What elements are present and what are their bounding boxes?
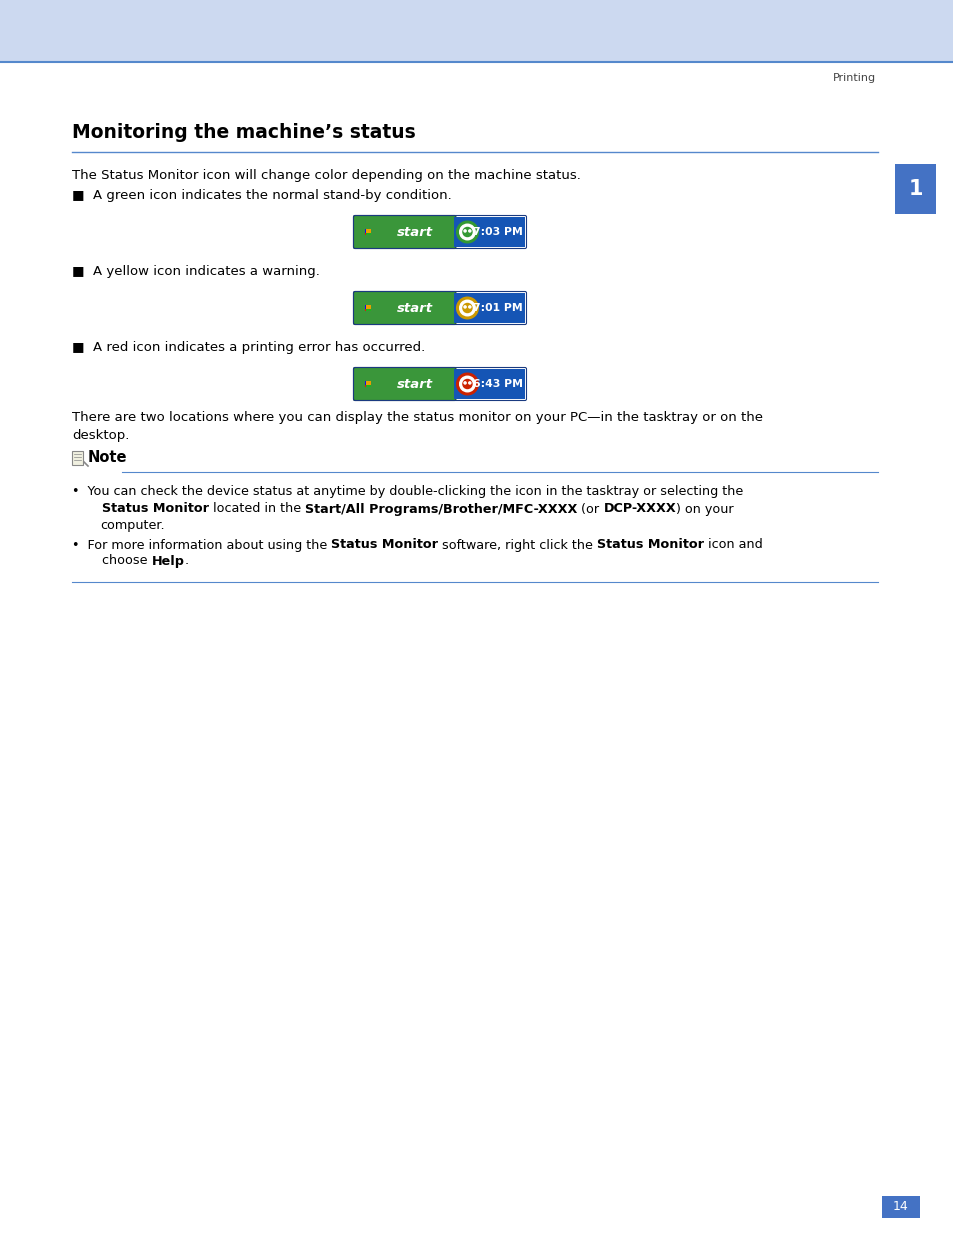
Text: .: . (184, 555, 189, 568)
Text: Monitoring the machine’s status: Monitoring the machine’s status (71, 122, 416, 142)
Bar (882, 1195, 919, 1218)
Text: 7:03 PM: 7:03 PM (473, 227, 522, 237)
Circle shape (456, 373, 477, 395)
FancyBboxPatch shape (354, 215, 456, 248)
Text: •  You can check the device status at anytime by double-clicking the icon in the: • You can check the device status at any… (71, 484, 742, 498)
Bar (366, 305, 371, 310)
Text: start: start (396, 378, 433, 390)
Text: Status Monitor: Status Monitor (597, 538, 703, 552)
Text: Status Monitor: Status Monitor (102, 503, 209, 515)
Bar (366, 228, 371, 233)
Bar (364, 305, 369, 310)
Text: ■  A yellow icon indicates a warning.: ■ A yellow icon indicates a warning. (71, 266, 319, 279)
Circle shape (456, 298, 477, 319)
Text: 14: 14 (892, 1200, 908, 1214)
Text: (or: (or (577, 503, 603, 515)
Bar (364, 306, 369, 311)
Text: located in the: located in the (209, 503, 305, 515)
FancyBboxPatch shape (354, 291, 456, 325)
Text: Start/All Programs/Brother/MFC-XXXX: Start/All Programs/Brother/MFC-XXXX (305, 503, 577, 515)
Text: choose: choose (86, 555, 152, 568)
Text: Status Monitor: Status Monitor (331, 538, 437, 552)
Text: desktop.: desktop. (71, 430, 130, 442)
Bar (364, 380, 369, 385)
Circle shape (459, 225, 475, 240)
Text: 7:01 PM: 7:01 PM (473, 303, 522, 312)
Bar (71, 451, 83, 466)
Circle shape (463, 382, 466, 384)
Text: ■  A red icon indicates a printing error has occurred.: ■ A red icon indicates a printing error … (71, 342, 425, 354)
Circle shape (462, 227, 472, 237)
Bar (364, 231, 369, 235)
Text: Note: Note (88, 451, 128, 466)
Circle shape (462, 379, 472, 389)
Text: 1: 1 (907, 179, 922, 199)
Text: DCP-XXXX: DCP-XXXX (603, 503, 676, 515)
Bar (0, 0, 953, 62)
Text: start: start (396, 301, 433, 315)
Text: start: start (396, 226, 433, 238)
Circle shape (463, 230, 466, 232)
Text: The Status Monitor icon will change color depending on the machine status.: The Status Monitor icon will change colo… (71, 168, 580, 182)
FancyBboxPatch shape (354, 368, 456, 400)
Circle shape (459, 300, 475, 316)
Text: Help: Help (152, 555, 184, 568)
Text: computer.: computer. (100, 519, 165, 531)
Circle shape (468, 382, 471, 384)
Bar (894, 164, 935, 214)
Bar (366, 306, 371, 311)
Text: •  For more information about using the: • For more information about using the (71, 538, 331, 552)
Text: There are two locations where you can display the status monitor on your PC—in t: There are two locations where you can di… (71, 411, 762, 425)
Bar (454, 293, 524, 324)
Text: 6:43 PM: 6:43 PM (473, 379, 522, 389)
Bar (366, 383, 371, 387)
Bar (454, 217, 524, 247)
Circle shape (468, 230, 471, 232)
Bar (454, 369, 524, 399)
Bar (366, 380, 371, 385)
Text: ) on your: ) on your (676, 503, 733, 515)
Bar (366, 231, 371, 235)
Text: ■  A green icon indicates the normal stand-by condition.: ■ A green icon indicates the normal stan… (71, 189, 452, 203)
Circle shape (463, 306, 466, 308)
Circle shape (456, 221, 477, 243)
Text: software, right click the: software, right click the (437, 538, 597, 552)
Circle shape (459, 377, 475, 391)
Circle shape (462, 304, 472, 312)
Bar (364, 228, 369, 233)
Bar (364, 383, 369, 387)
Text: icon and: icon and (703, 538, 762, 552)
Text: Printing: Printing (832, 73, 875, 83)
Circle shape (468, 306, 471, 308)
